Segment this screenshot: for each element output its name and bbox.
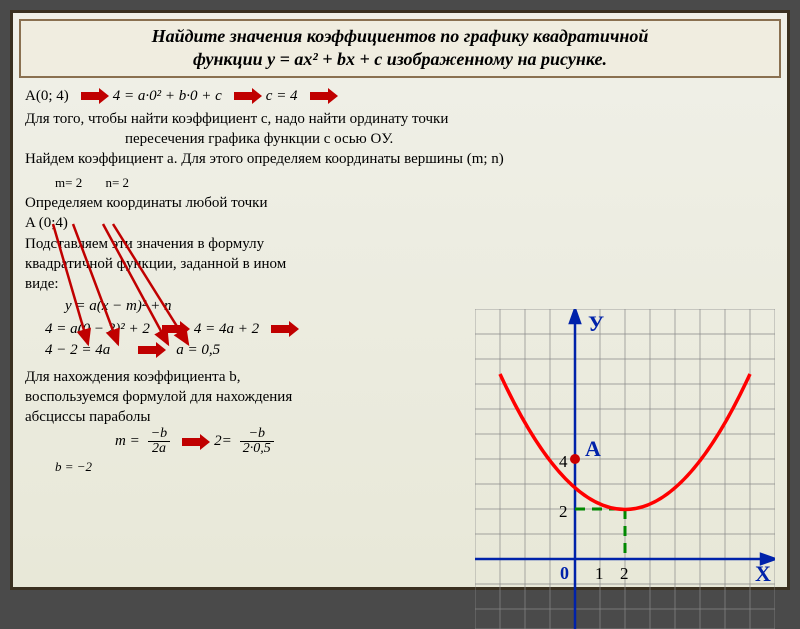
graph: У Х A 4 2 0 1 2 [475,309,775,629]
title-line2: функции y = ax² + bx + c изображенному н… [31,48,769,71]
lbl-1: 1 [595,564,604,583]
title-box: Найдите значения коэффициентов по график… [19,19,781,78]
para4a: Подставляем эти значения в формулу [25,234,775,254]
frac1: −b 2a [148,427,170,456]
arrow-icon [162,325,182,333]
m-eq: m = [115,433,140,450]
arrow-icon [81,92,101,100]
lbl-4: 4 [559,452,568,471]
eq7: a = 0,5 [176,342,220,359]
arrow-icon [182,438,202,446]
point-a: A(0; 4) [25,88,69,105]
arrow-icon [234,92,254,100]
para3a: Определяем координаты любой точки [25,193,775,213]
para2: Найдем коэффициент a. Для этого определя… [25,149,775,169]
arrow-icon [310,92,330,100]
para1b: пересечения графика функции с осью OУ. [125,129,775,149]
frac2: −b 2·0,5 [240,427,274,456]
eq4: 4 = a(0 − 2)² + 2 [45,321,150,338]
lbl-2y: 2 [559,502,568,521]
slide: Найдите значения коэффициентов по график… [10,10,790,590]
title-line1: Найдите значения коэффициентов по график… [31,25,769,48]
arrow-icon [138,346,158,354]
row-pointA: A(0; 4) 4 = a·0² + b·0 + c c = 4 [25,88,775,105]
pt-a-label: A [585,436,601,461]
eq1: 4 = a·0² + b·0 + c [113,88,222,105]
para4c: виде: [25,274,775,294]
para3b: A (0;4) [25,213,775,233]
lbl-0: 0 [560,563,569,583]
arrow-icon [271,325,291,333]
content: A(0; 4) 4 = a·0² + b·0 + c c = 4 Для тог… [13,84,787,478]
lbl-2x: 2 [620,564,629,583]
mn-row: m= 2 n= 2 [55,174,775,192]
mval: m= 2 [55,175,82,190]
eq6: 4 − 2 = 4a [45,342,110,359]
eq2: c = 4 [266,88,298,105]
nval: n= 2 [105,175,129,190]
para1: Для того, чтобы найти коэффициент c, над… [25,109,775,129]
eq5: 4 = 4a + 2 [194,321,259,338]
two-eq: 2= [214,433,232,450]
para4b: квадратичной функции, заданной в ином [25,254,775,274]
axis-x-label: Х [755,561,771,586]
point-a-dot [570,454,580,464]
axis-y-label: У [588,311,604,336]
